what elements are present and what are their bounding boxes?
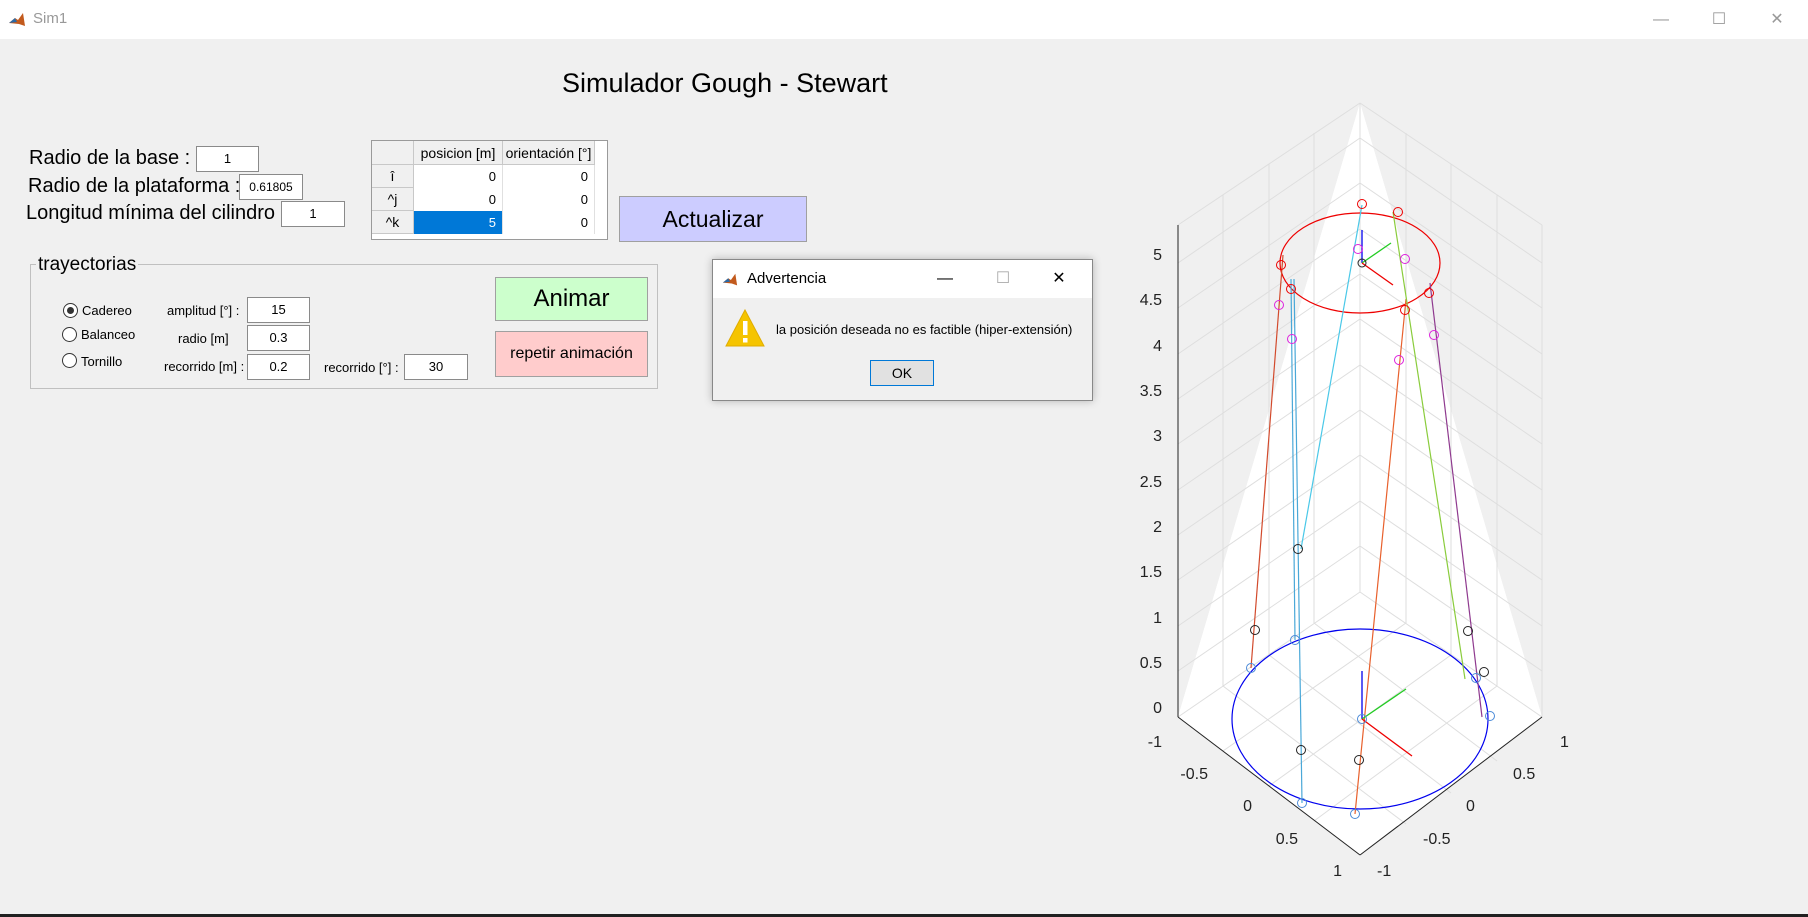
y-tick: -1 xyxy=(1377,863,1391,880)
y-tick: 1 xyxy=(1560,734,1569,751)
table-cell[interactable]: 0 xyxy=(503,188,595,211)
actuator-legs xyxy=(1250,204,1483,815)
dialog-title: Advertencia xyxy=(747,270,827,287)
column-header-orientacion: orientación [°] xyxy=(503,141,595,165)
dialog-maximize-button[interactable]: ☐ xyxy=(995,270,1011,287)
stewart-3d-plot[interactable]: 5 4.5 4 3.5 3 2.5 2 1.5 1 0.5 0 -1 -0.5 … xyxy=(1110,95,1590,885)
radio-label-balanceo: Balanceo xyxy=(81,327,136,342)
radio-label-tornillo: Tornillo xyxy=(81,354,123,369)
table-cell[interactable]: 0 xyxy=(414,188,503,211)
actualizar-button[interactable]: Actualizar xyxy=(619,196,807,242)
maximize-button[interactable]: ☐ xyxy=(1711,11,1727,28)
title-bar: Sim1 — ☐ ✕ xyxy=(0,0,1808,39)
base-radius-label: Radio de la base : xyxy=(29,147,191,169)
z-tick: 4.5 xyxy=(1140,292,1162,309)
dialog-title-bar: Advertencia — ☐ ✕ xyxy=(713,260,1092,298)
warning-icon xyxy=(725,308,765,347)
table-cell-selected[interactable]: 5 xyxy=(414,211,503,234)
dialog-message: la posición deseada no es factible (hipe… xyxy=(776,322,1073,337)
table-cell[interactable]: 0 xyxy=(503,211,595,234)
recorrido-deg-input[interactable]: 30 xyxy=(404,354,468,380)
base-circle xyxy=(1231,628,1489,810)
base-frame-axes xyxy=(1361,671,1413,757)
joint-markers xyxy=(1246,199,1495,819)
z-tick: 1 xyxy=(1153,610,1162,627)
cylinder-length-input[interactable]: 1 xyxy=(281,201,345,227)
radio-m-label: radio [m] xyxy=(178,331,229,346)
row-header-j: ^j xyxy=(372,188,414,211)
y-tick-labels: 1 0.5 0 -0.5 -1 xyxy=(1377,734,1569,880)
close-button[interactable]: ✕ xyxy=(1770,11,1784,28)
dialog-minimize-button[interactable]: — xyxy=(937,270,953,287)
cylinder-length-label: Longitud mínima del cilindro : xyxy=(26,202,287,224)
radio-label-cadereo: Cadereo xyxy=(82,303,132,318)
column-header-posicion: posicion [m] xyxy=(414,141,503,165)
z-tick: 2.5 xyxy=(1140,474,1162,491)
z-tick-labels: 5 4.5 4 3.5 3 2.5 2 1.5 1 0.5 0 -1 -0.5 … xyxy=(1140,247,1342,880)
animar-button[interactable]: Animar xyxy=(495,277,648,321)
trayectorias-panel xyxy=(30,264,658,389)
repetir-animacion-button[interactable]: repetir animación xyxy=(495,331,648,377)
base-radius-input[interactable]: 1 xyxy=(196,146,259,172)
row-header-k: ^k xyxy=(372,211,414,234)
z-tick: 5 xyxy=(1153,247,1162,264)
z-tick: 3.5 xyxy=(1140,383,1162,400)
table-cell[interactable]: 0 xyxy=(503,165,595,188)
y-tick: 0 xyxy=(1466,798,1475,815)
row-header-i: î xyxy=(372,165,414,188)
trayectorias-title: trayectorias xyxy=(36,254,139,276)
z-tick: 0 xyxy=(1153,700,1162,717)
radio-tornillo[interactable] xyxy=(62,353,77,368)
radio-balanceo[interactable] xyxy=(62,327,77,342)
table-cell[interactable]: 0 xyxy=(414,165,503,188)
pose-table: posicion [m] orientación [°] î 0 0 ^j 0 … xyxy=(371,140,608,240)
y-tick: 0.5 xyxy=(1513,766,1535,783)
plot-axes xyxy=(1177,225,1543,856)
table-corner xyxy=(372,141,414,165)
x-tick: 0 xyxy=(1243,798,1252,815)
amplitud-input[interactable]: 15 xyxy=(247,297,310,323)
platform-radius-label: Radio de la plataforma : xyxy=(28,175,241,197)
x-tick: 0.5 xyxy=(1276,831,1298,848)
dialog-close-button[interactable]: ✕ xyxy=(1052,270,1066,287)
z-tick: 1.5 xyxy=(1140,564,1162,581)
radio-input[interactable]: 0.3 xyxy=(247,325,310,351)
ok-button[interactable]: OK xyxy=(870,360,934,386)
y-tick: -0.5 xyxy=(1423,831,1451,848)
warning-dialog: Advertencia — ☐ ✕ la posición deseada no… xyxy=(712,259,1093,401)
z-tick: 2 xyxy=(1153,519,1162,536)
amplitud-label: amplitud [°] : xyxy=(167,303,240,318)
recorrido-deg-label: recorrido [°] : xyxy=(324,360,399,375)
minimize-button[interactable]: — xyxy=(1653,11,1669,28)
recorrido-m-label: recorrido [m] : xyxy=(164,359,245,374)
matlab-icon xyxy=(722,273,738,286)
matlab-icon xyxy=(9,13,25,26)
x-tick: -0.5 xyxy=(1180,766,1208,783)
platform-radius-input[interactable]: 0.61805 xyxy=(239,174,303,200)
recorrido-m-input[interactable]: 0.2 xyxy=(247,354,310,380)
window-title: Sim1 xyxy=(33,10,68,27)
z-tick: 0.5 xyxy=(1140,655,1162,672)
x-tick: -1 xyxy=(1148,734,1162,751)
radio-cadereo[interactable] xyxy=(63,303,78,318)
z-tick: 3 xyxy=(1153,428,1162,445)
page-title: Simulador Gough - Stewart xyxy=(562,68,888,98)
z-tick: 4 xyxy=(1153,338,1162,355)
x-tick: 1 xyxy=(1333,863,1342,880)
